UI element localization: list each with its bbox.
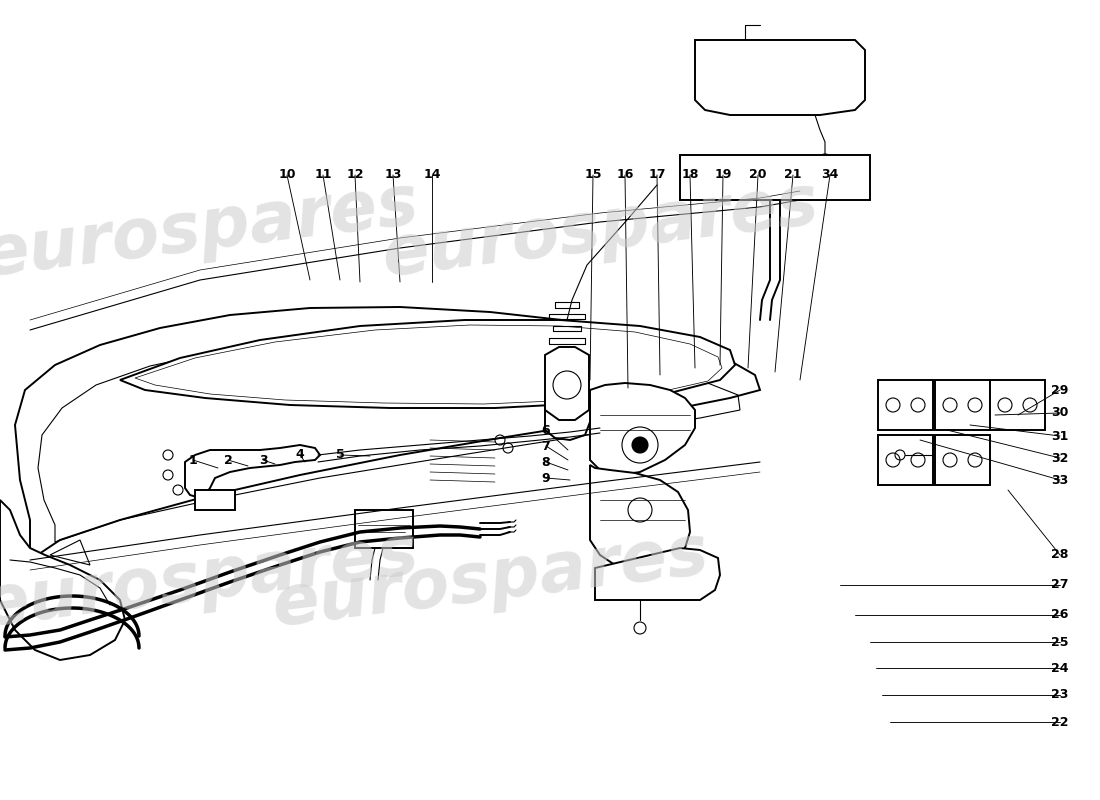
Polygon shape xyxy=(935,435,990,485)
Text: 29: 29 xyxy=(1052,383,1069,397)
Text: 23: 23 xyxy=(1052,689,1069,702)
Text: 16: 16 xyxy=(616,169,634,182)
Text: 28: 28 xyxy=(1052,549,1069,562)
Polygon shape xyxy=(935,380,990,430)
Polygon shape xyxy=(990,380,1045,430)
Text: 9: 9 xyxy=(541,471,550,485)
FancyBboxPatch shape xyxy=(355,510,412,548)
Text: 5: 5 xyxy=(336,449,344,462)
Text: 18: 18 xyxy=(681,169,698,182)
Text: eurospares: eurospares xyxy=(268,520,712,640)
Polygon shape xyxy=(195,490,235,510)
Text: 8: 8 xyxy=(541,455,550,469)
Text: 17: 17 xyxy=(648,169,666,182)
Text: 13: 13 xyxy=(384,169,402,182)
Text: 30: 30 xyxy=(1052,406,1069,419)
Text: 34: 34 xyxy=(822,169,838,182)
Text: 21: 21 xyxy=(784,169,802,182)
Polygon shape xyxy=(595,548,720,600)
Text: 15: 15 xyxy=(584,169,602,182)
Polygon shape xyxy=(680,155,870,200)
Circle shape xyxy=(632,437,648,453)
Text: 22: 22 xyxy=(1052,715,1069,729)
Text: 14: 14 xyxy=(424,169,441,182)
Polygon shape xyxy=(544,347,588,420)
Polygon shape xyxy=(695,40,865,115)
Polygon shape xyxy=(0,500,125,660)
Text: 4: 4 xyxy=(296,449,305,462)
Text: 24: 24 xyxy=(1052,662,1069,674)
Text: 26: 26 xyxy=(1052,609,1069,622)
Polygon shape xyxy=(120,320,735,408)
Text: 1: 1 xyxy=(188,454,197,466)
Text: eurospares: eurospares xyxy=(378,170,822,290)
Circle shape xyxy=(822,159,828,165)
Text: 31: 31 xyxy=(1052,430,1069,442)
Text: 10: 10 xyxy=(278,169,296,182)
Text: 3: 3 xyxy=(258,454,267,466)
Text: 27: 27 xyxy=(1052,578,1069,591)
Text: eurospares: eurospares xyxy=(0,170,422,290)
Polygon shape xyxy=(878,380,933,430)
Polygon shape xyxy=(590,383,695,475)
Text: 11: 11 xyxy=(315,169,332,182)
Text: 25: 25 xyxy=(1052,635,1069,649)
Text: 6: 6 xyxy=(541,423,550,437)
Text: 7: 7 xyxy=(541,439,550,453)
Polygon shape xyxy=(878,435,933,485)
Polygon shape xyxy=(544,390,590,440)
Polygon shape xyxy=(185,445,320,498)
Polygon shape xyxy=(590,465,690,568)
Text: 20: 20 xyxy=(749,169,767,182)
Text: 33: 33 xyxy=(1052,474,1068,486)
Text: 19: 19 xyxy=(714,169,732,182)
Text: eurospares: eurospares xyxy=(0,520,422,640)
Text: 2: 2 xyxy=(223,454,232,466)
Text: 12: 12 xyxy=(346,169,364,182)
Polygon shape xyxy=(15,307,760,560)
Text: 32: 32 xyxy=(1052,451,1069,465)
